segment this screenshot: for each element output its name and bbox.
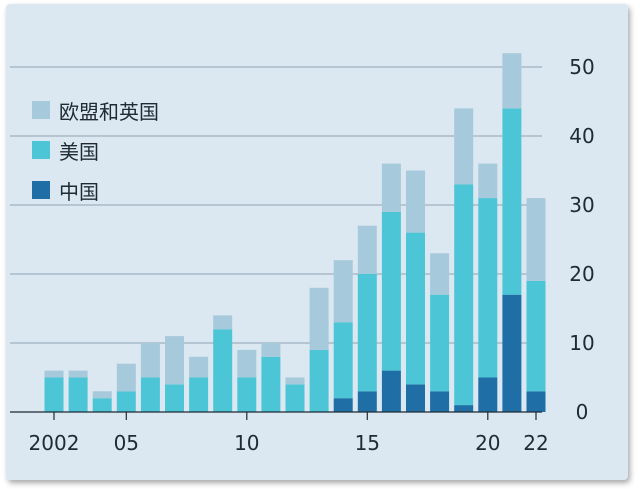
legend-item-china: 中国 [32, 170, 159, 210]
bar-2016-series-1 [381, 211, 401, 371]
bar-2013-series-1 [309, 349, 329, 412]
bar-2017-series-1 [406, 232, 425, 385]
legend-label-china: 中国 [59, 179, 99, 204]
bar-2011-series-1 [261, 356, 281, 412]
bar-2009-series-1 [213, 329, 233, 412]
bar-2008-series-1 [189, 377, 209, 412]
bar-2007-series-2 [165, 336, 184, 385]
bar-2016-series-2 [381, 163, 401, 212]
bar-2005-series-2 [116, 363, 136, 392]
y-tick-label-20: 20 [569, 262, 594, 286]
bar-2013-series-2 [309, 287, 329, 350]
bar-2010-series-1 [237, 377, 257, 412]
bar-2006-series-2 [140, 343, 160, 378]
bar-2008-series-2 [189, 356, 209, 378]
legend-swatch-china [32, 181, 50, 199]
bar-2014-series-0 [333, 398, 353, 412]
bar-2018-series-2 [430, 253, 450, 295]
stacked-bar-chart: 0 10 20 30 40 50 2002 05 10 15 20 22 [10, 53, 595, 455]
bar-2014-series-1 [333, 322, 353, 399]
bar-2014-series-2 [333, 260, 353, 323]
legend-swatch-us [32, 141, 50, 159]
bar-2012-series-2 [285, 377, 305, 385]
bar-2015-series-0 [357, 391, 377, 412]
legend-label-us: 美国 [59, 139, 99, 164]
bar-2021-series-0 [502, 294, 522, 412]
y-tick-label-0: 0 [576, 400, 589, 424]
x-tick-label-2022: 22 [523, 431, 548, 455]
chart-panel: 0 10 20 30 40 50 2002 05 10 15 20 22 欧盟和英国 美国 中国 [6, 4, 628, 480]
gridlines [10, 66, 542, 344]
y-tick-label-30: 30 [569, 193, 594, 217]
bar-2012-series-1 [285, 384, 305, 412]
bar-2016-series-0 [381, 370, 401, 412]
bar-2015-series-1 [357, 274, 377, 392]
bar-2022-series-2 [526, 198, 546, 281]
bar-2022-series-1 [526, 280, 546, 392]
bar-2004-series-2 [92, 391, 112, 399]
legend-label-eu-uk: 欧盟和英国 [59, 99, 159, 124]
x-tick-label-2010: 10 [234, 431, 259, 455]
bar-2003-series-1 [68, 377, 88, 412]
legend-swatch-eu-uk [32, 101, 50, 119]
x-tick-label-2020: 20 [475, 431, 500, 455]
bar-2010-series-2 [237, 349, 257, 378]
bar-2002-series-1 [44, 377, 64, 412]
bar-2003-series-2 [68, 370, 88, 378]
bar-2019-series-0 [454, 405, 474, 412]
bar-2009-series-2 [213, 315, 233, 330]
bar-2020-series-2 [478, 163, 498, 199]
bar-2007-series-1 [165, 384, 184, 412]
legend-item-eu-uk: 欧盟和英国 [32, 90, 159, 130]
bar-2005-series-1 [116, 391, 136, 412]
bar-2006-series-1 [140, 377, 160, 412]
bar-2021-series-2 [502, 53, 522, 109]
x-tick-label-2002: 2002 [29, 431, 80, 455]
bar-2011-series-2 [261, 343, 281, 357]
y-tick-label-10: 10 [569, 331, 594, 355]
bar-2018-series-1 [430, 294, 450, 392]
bar-2022-series-0 [526, 391, 546, 412]
bar-2015-series-2 [357, 225, 377, 274]
bar-2021-series-1 [502, 108, 522, 295]
x-tick-label-2005: 05 [114, 431, 139, 455]
legend: 欧盟和英国 美国 中国 [32, 90, 159, 210]
bar-2017-series-0 [406, 384, 425, 412]
axes: 0 10 20 30 40 50 2002 05 10 15 20 22 [10, 55, 595, 455]
legend-item-us: 美国 [32, 130, 159, 170]
y-tick-label-40: 40 [569, 124, 594, 148]
bar-2017-series-2 [406, 170, 425, 233]
bars [44, 53, 546, 412]
bar-2020-series-1 [478, 198, 498, 378]
bar-2018-series-0 [430, 391, 450, 412]
bar-2002-series-2 [44, 370, 64, 378]
y-tick-label-50: 50 [569, 55, 594, 79]
bar-2004-series-1 [92, 398, 112, 412]
bar-2019-series-2 [454, 108, 474, 185]
x-tick-label-2015: 15 [355, 431, 380, 455]
bar-2020-series-0 [478, 377, 498, 412]
bar-2019-series-1 [454, 184, 474, 406]
